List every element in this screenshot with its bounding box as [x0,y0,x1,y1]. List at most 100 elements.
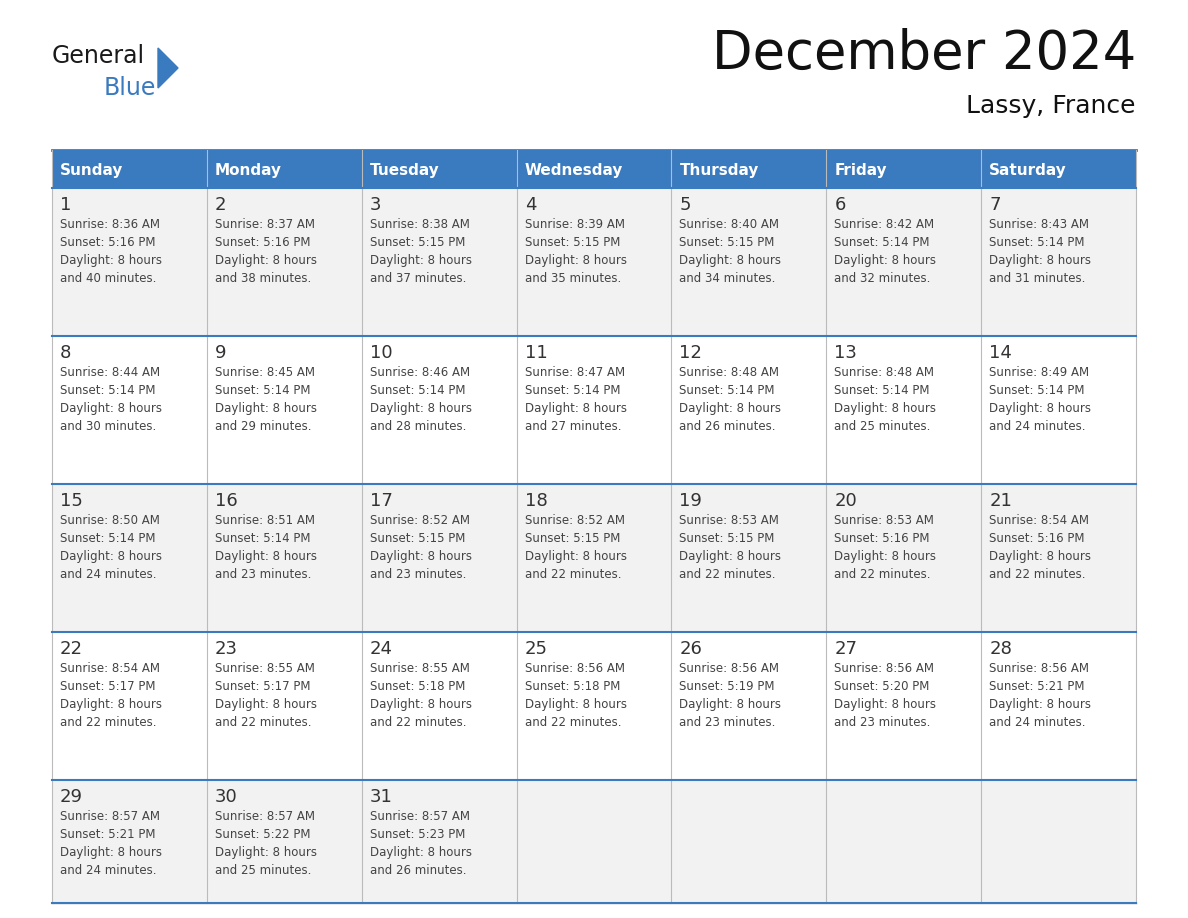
Text: Sunset: 5:15 PM: Sunset: 5:15 PM [680,532,775,545]
Text: Sunrise: 8:52 AM: Sunrise: 8:52 AM [525,514,625,527]
Text: and 28 minutes.: and 28 minutes. [369,420,466,433]
Text: and 23 minutes.: and 23 minutes. [369,568,466,581]
Text: 27: 27 [834,640,858,658]
FancyBboxPatch shape [52,780,1136,903]
Text: 4: 4 [525,196,536,214]
Text: Daylight: 8 hours: Daylight: 8 hours [215,846,317,859]
Text: and 22 minutes.: and 22 minutes. [215,716,311,729]
Text: 23: 23 [215,640,238,658]
Text: and 23 minutes.: and 23 minutes. [680,716,776,729]
FancyBboxPatch shape [52,150,1136,188]
Text: and 22 minutes.: and 22 minutes. [834,568,930,581]
Text: and 22 minutes.: and 22 minutes. [990,568,1086,581]
Text: Sunrise: 8:53 AM: Sunrise: 8:53 AM [834,514,934,527]
Text: 29: 29 [61,788,83,806]
Text: 1: 1 [61,196,71,214]
Text: 14: 14 [990,344,1012,362]
Text: Daylight: 8 hours: Daylight: 8 hours [369,550,472,563]
Text: and 38 minutes.: and 38 minutes. [215,272,311,285]
Text: Daylight: 8 hours: Daylight: 8 hours [680,698,782,711]
Text: 8: 8 [61,344,71,362]
Text: and 22 minutes.: and 22 minutes. [525,568,621,581]
Text: December 2024: December 2024 [712,28,1136,80]
Text: and 22 minutes.: and 22 minutes. [61,716,157,729]
Text: Friday: Friday [834,162,887,177]
Text: 17: 17 [369,492,392,510]
Text: and 23 minutes.: and 23 minutes. [215,568,311,581]
Text: Sunset: 5:14 PM: Sunset: 5:14 PM [61,532,156,545]
Text: Saturday: Saturday [990,162,1067,177]
Text: Daylight: 8 hours: Daylight: 8 hours [680,550,782,563]
Text: 9: 9 [215,344,227,362]
Text: Sunset: 5:15 PM: Sunset: 5:15 PM [525,236,620,249]
Text: Sunrise: 8:56 AM: Sunrise: 8:56 AM [990,662,1089,675]
Text: and 35 minutes.: and 35 minutes. [525,272,621,285]
Text: Sunset: 5:21 PM: Sunset: 5:21 PM [990,680,1085,693]
Text: Sunset: 5:17 PM: Sunset: 5:17 PM [215,680,310,693]
Text: 15: 15 [61,492,83,510]
Text: Sunset: 5:19 PM: Sunset: 5:19 PM [680,680,775,693]
Text: Sunrise: 8:47 AM: Sunrise: 8:47 AM [525,366,625,379]
Text: Sunset: 5:15 PM: Sunset: 5:15 PM [369,532,465,545]
Text: Sunset: 5:14 PM: Sunset: 5:14 PM [834,384,930,397]
Text: 24: 24 [369,640,393,658]
Polygon shape [158,48,178,88]
Text: Daylight: 8 hours: Daylight: 8 hours [834,550,936,563]
Text: and 34 minutes.: and 34 minutes. [680,272,776,285]
Text: and 31 minutes.: and 31 minutes. [990,272,1086,285]
Text: Sunset: 5:14 PM: Sunset: 5:14 PM [215,532,310,545]
Text: General: General [52,44,145,68]
Text: Sunrise: 8:52 AM: Sunrise: 8:52 AM [369,514,469,527]
Text: Daylight: 8 hours: Daylight: 8 hours [61,254,162,267]
Text: Daylight: 8 hours: Daylight: 8 hours [61,698,162,711]
Text: Sunset: 5:14 PM: Sunset: 5:14 PM [834,236,930,249]
Text: Sunset: 5:14 PM: Sunset: 5:14 PM [61,384,156,397]
Text: Sunrise: 8:39 AM: Sunrise: 8:39 AM [525,218,625,231]
Text: Sunset: 5:16 PM: Sunset: 5:16 PM [215,236,310,249]
Text: Daylight: 8 hours: Daylight: 8 hours [834,698,936,711]
Text: Daylight: 8 hours: Daylight: 8 hours [525,254,626,267]
Text: and 26 minutes.: and 26 minutes. [369,864,466,877]
Text: Daylight: 8 hours: Daylight: 8 hours [369,698,472,711]
Text: 10: 10 [369,344,392,362]
Text: Sunset: 5:20 PM: Sunset: 5:20 PM [834,680,930,693]
Text: Sunrise: 8:56 AM: Sunrise: 8:56 AM [525,662,625,675]
Text: and 37 minutes.: and 37 minutes. [369,272,466,285]
Text: Sunset: 5:23 PM: Sunset: 5:23 PM [369,828,465,841]
Text: Sunset: 5:15 PM: Sunset: 5:15 PM [680,236,775,249]
Text: Sunrise: 8:57 AM: Sunrise: 8:57 AM [215,810,315,823]
Text: Sunset: 5:18 PM: Sunset: 5:18 PM [369,680,465,693]
Text: Sunset: 5:15 PM: Sunset: 5:15 PM [525,532,620,545]
Text: and 23 minutes.: and 23 minutes. [834,716,930,729]
Text: and 32 minutes.: and 32 minutes. [834,272,930,285]
Text: Wednesday: Wednesday [525,162,623,177]
Text: Sunset: 5:14 PM: Sunset: 5:14 PM [990,384,1085,397]
Text: Sunrise: 8:40 AM: Sunrise: 8:40 AM [680,218,779,231]
Text: 13: 13 [834,344,858,362]
Text: Daylight: 8 hours: Daylight: 8 hours [990,254,1091,267]
Text: Daylight: 8 hours: Daylight: 8 hours [990,402,1091,415]
Text: Daylight: 8 hours: Daylight: 8 hours [680,254,782,267]
FancyBboxPatch shape [52,188,1136,336]
FancyBboxPatch shape [52,336,1136,484]
Text: Sunday: Sunday [61,162,124,177]
Text: Daylight: 8 hours: Daylight: 8 hours [990,550,1091,563]
FancyBboxPatch shape [52,484,1136,632]
Text: Sunset: 5:17 PM: Sunset: 5:17 PM [61,680,156,693]
Text: Sunrise: 8:43 AM: Sunrise: 8:43 AM [990,218,1089,231]
Text: Sunrise: 8:54 AM: Sunrise: 8:54 AM [990,514,1089,527]
Text: Lassy, France: Lassy, France [967,94,1136,118]
Text: Daylight: 8 hours: Daylight: 8 hours [990,698,1091,711]
Text: Sunset: 5:16 PM: Sunset: 5:16 PM [834,532,930,545]
Text: Sunset: 5:14 PM: Sunset: 5:14 PM [525,384,620,397]
Text: 3: 3 [369,196,381,214]
Text: Sunrise: 8:53 AM: Sunrise: 8:53 AM [680,514,779,527]
Text: 19: 19 [680,492,702,510]
Text: Sunrise: 8:55 AM: Sunrise: 8:55 AM [369,662,469,675]
Text: and 30 minutes.: and 30 minutes. [61,420,157,433]
Text: Daylight: 8 hours: Daylight: 8 hours [215,698,317,711]
Text: 20: 20 [834,492,857,510]
Text: Daylight: 8 hours: Daylight: 8 hours [61,550,162,563]
Text: and 24 minutes.: and 24 minutes. [990,716,1086,729]
Text: Sunrise: 8:55 AM: Sunrise: 8:55 AM [215,662,315,675]
